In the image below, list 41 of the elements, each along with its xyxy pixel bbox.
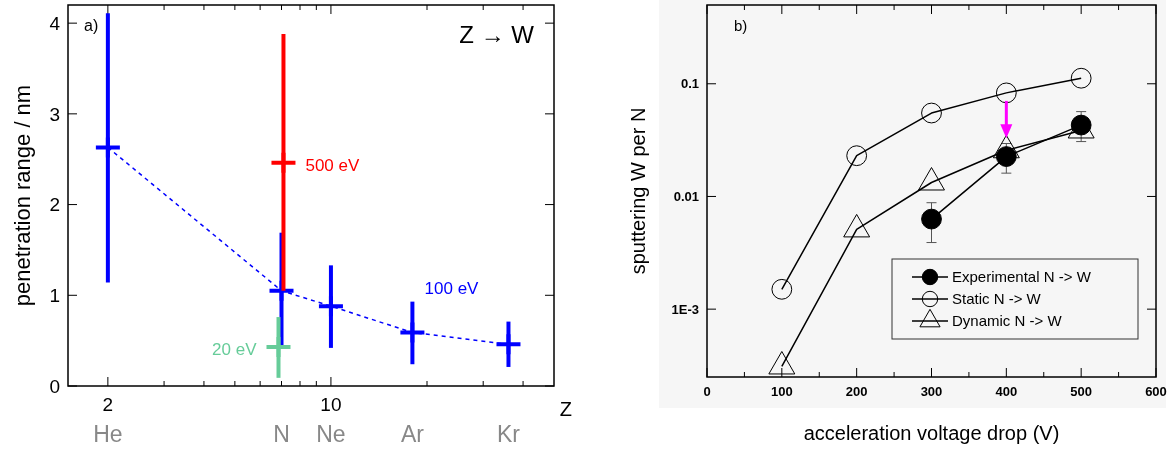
y-tick-label: 2 (49, 194, 60, 216)
text: Ne (316, 421, 346, 447)
y-tick-label: 0.01 (673, 189, 699, 205)
y-tick-label: 0.1 (680, 76, 699, 92)
annotation: Z → W (459, 21, 535, 48)
x-tick-label: 200 (845, 384, 868, 399)
y-tick-label: 1E-3 (671, 301, 699, 317)
point (846, 145, 868, 167)
point (1070, 67, 1092, 89)
x-tick-label: 0 (703, 384, 711, 399)
point (995, 82, 1017, 104)
x-tick-label: 600 (1145, 384, 1167, 399)
point (921, 102, 942, 124)
text: N (273, 421, 290, 447)
x-tick-label: 2 (102, 394, 114, 415)
y-tick-label: 4 (49, 12, 61, 34)
x-axis-title: Z (559, 398, 572, 420)
y-axis-title: sputtering W per N (627, 107, 649, 275)
legend-label: Static N -> W (952, 290, 1042, 308)
point (921, 208, 942, 230)
y-tick-label: 3 (49, 103, 60, 125)
point (771, 278, 793, 300)
point (768, 350, 796, 375)
text: He (93, 421, 123, 447)
legend-label: Experimental N -> W (952, 268, 1092, 286)
series-label: 20 eV (212, 339, 258, 359)
text: Kr (496, 421, 521, 447)
series-label: 100 eV (424, 279, 480, 299)
y-tick-label: 1 (49, 284, 60, 306)
y-axis-title: penetration range / nm (10, 84, 35, 307)
x-tick-label: 100 (770, 384, 793, 399)
legend-label: Dynamic N -> W (952, 312, 1063, 330)
x-tick-label: 10 (320, 394, 342, 415)
x-tick-label: 300 (920, 384, 943, 399)
annotation: b) (734, 17, 748, 34)
x-tick-label: 400 (995, 384, 1018, 399)
series-label: 500 eV (305, 155, 361, 175)
x-tick-label: 500 (1070, 384, 1093, 399)
annotation: a) (84, 17, 99, 34)
x-axis-title: acceleration voltage drop (V) (803, 422, 1060, 444)
text: Ar (400, 421, 425, 447)
